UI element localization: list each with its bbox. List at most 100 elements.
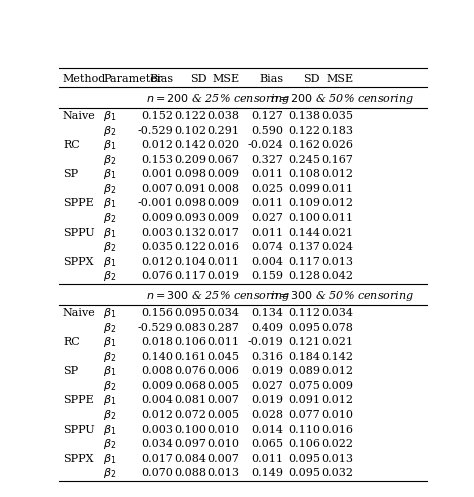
Text: $n = 300$ & 25% censoring: $n = 300$ & 25% censoring: [146, 289, 290, 303]
Text: SD: SD: [190, 74, 206, 83]
Text: Parameter: Parameter: [103, 74, 163, 83]
Text: 0.016: 0.016: [321, 424, 353, 434]
Text: $\beta_1$: $\beta_1$: [103, 226, 117, 240]
Text: 0.032: 0.032: [321, 468, 353, 478]
Text: 0.156: 0.156: [141, 308, 173, 318]
Text: 0.084: 0.084: [174, 454, 206, 464]
Text: 0.074: 0.074: [252, 242, 283, 252]
Text: 0.153: 0.153: [141, 155, 173, 165]
Text: 0.117: 0.117: [288, 256, 320, 267]
Text: 0.106: 0.106: [288, 439, 320, 449]
Text: Method: Method: [63, 74, 106, 83]
Text: 0.409: 0.409: [251, 323, 283, 333]
Text: 0.005: 0.005: [207, 410, 239, 420]
Text: 0.104: 0.104: [174, 256, 206, 267]
Text: 0.316: 0.316: [251, 352, 283, 362]
Text: 0.011: 0.011: [251, 169, 283, 179]
Text: $\beta_1$: $\beta_1$: [103, 335, 117, 349]
Text: $\beta_2$: $\beta_2$: [103, 321, 117, 335]
Text: 0.159: 0.159: [251, 271, 283, 281]
Text: 0.018: 0.018: [141, 337, 173, 347]
Text: 0.020: 0.020: [207, 140, 239, 150]
Text: 0.095: 0.095: [174, 308, 206, 318]
Text: 0.121: 0.121: [288, 337, 320, 347]
Text: $n = 200$ & 25% censoring: $n = 200$ & 25% censoring: [146, 92, 290, 106]
Text: Bias: Bias: [149, 74, 173, 83]
Text: 0.021: 0.021: [321, 228, 353, 238]
Text: 0.008: 0.008: [207, 184, 239, 194]
Text: 0.110: 0.110: [288, 424, 320, 434]
Text: 0.007: 0.007: [208, 396, 239, 406]
Text: 0.137: 0.137: [288, 242, 320, 252]
Text: 0.167: 0.167: [321, 155, 353, 165]
Text: -0.024: -0.024: [247, 140, 283, 150]
Text: $\beta_2$: $\beta_2$: [103, 240, 117, 254]
Text: 0.042: 0.042: [321, 271, 353, 281]
Text: $\beta_1$: $\beta_1$: [103, 306, 117, 320]
Text: SPPX: SPPX: [63, 454, 93, 464]
Text: 0.025: 0.025: [251, 184, 283, 194]
Text: 0.034: 0.034: [207, 308, 239, 318]
Text: $\beta_1$: $\beta_1$: [103, 394, 117, 408]
Text: 0.144: 0.144: [288, 228, 320, 238]
Text: 0.108: 0.108: [288, 169, 320, 179]
Text: 0.028: 0.028: [251, 410, 283, 420]
Text: 0.012: 0.012: [141, 410, 173, 420]
Text: 0.011: 0.011: [321, 213, 353, 223]
Text: 0.100: 0.100: [288, 213, 320, 223]
Text: 0.012: 0.012: [321, 198, 353, 209]
Text: 0.149: 0.149: [251, 468, 283, 478]
Text: 0.138: 0.138: [288, 111, 320, 121]
Text: 0.091: 0.091: [288, 396, 320, 406]
Text: 0.127: 0.127: [252, 111, 283, 121]
Text: 0.134: 0.134: [251, 308, 283, 318]
Text: SPPE: SPPE: [63, 198, 94, 209]
Text: -0.529: -0.529: [137, 126, 173, 136]
Text: SD: SD: [303, 74, 320, 83]
Text: Naive: Naive: [63, 308, 96, 318]
Text: $\beta_2$: $\beta_2$: [103, 350, 117, 364]
Text: 0.132: 0.132: [174, 228, 206, 238]
Text: $\beta_2$: $\beta_2$: [103, 437, 117, 451]
Text: 0.013: 0.013: [321, 454, 353, 464]
Text: 0.161: 0.161: [174, 352, 206, 362]
Text: $\beta_1$: $\beta_1$: [103, 254, 117, 269]
Text: 0.026: 0.026: [321, 140, 353, 150]
Text: 0.027: 0.027: [252, 381, 283, 391]
Text: 0.291: 0.291: [207, 126, 239, 136]
Text: 0.098: 0.098: [174, 198, 206, 209]
Text: 0.076: 0.076: [174, 366, 206, 376]
Text: 0.009: 0.009: [207, 213, 239, 223]
Text: 0.083: 0.083: [174, 323, 206, 333]
Text: 0.095: 0.095: [288, 468, 320, 478]
Text: SP: SP: [63, 366, 78, 376]
Text: 0.005: 0.005: [207, 381, 239, 391]
Text: 0.109: 0.109: [288, 198, 320, 209]
Text: 0.075: 0.075: [288, 381, 320, 391]
Text: 0.122: 0.122: [174, 242, 206, 252]
Text: 0.162: 0.162: [288, 140, 320, 150]
Text: 0.102: 0.102: [174, 126, 206, 136]
Text: 0.011: 0.011: [251, 198, 283, 209]
Text: SPPE: SPPE: [63, 396, 94, 406]
Text: 0.142: 0.142: [321, 352, 353, 362]
Text: 0.122: 0.122: [174, 111, 206, 121]
Text: 0.078: 0.078: [321, 323, 353, 333]
Text: 0.122: 0.122: [288, 126, 320, 136]
Text: $\beta_1$: $\beta_1$: [103, 422, 117, 436]
Text: 0.009: 0.009: [321, 381, 353, 391]
Text: 0.093: 0.093: [174, 213, 206, 223]
Text: -0.019: -0.019: [247, 337, 283, 347]
Text: $\beta_1$: $\beta_1$: [103, 109, 117, 123]
Text: $\beta_1$: $\beta_1$: [103, 364, 117, 378]
Text: SP: SP: [63, 169, 78, 179]
Text: 0.081: 0.081: [174, 396, 206, 406]
Text: 0.008: 0.008: [141, 366, 173, 376]
Text: $\beta_2$: $\beta_2$: [103, 379, 117, 393]
Text: 0.035: 0.035: [321, 111, 353, 121]
Text: 0.140: 0.140: [141, 352, 173, 362]
Text: $\beta_1$: $\beta_1$: [103, 452, 117, 466]
Text: 0.089: 0.089: [288, 366, 320, 376]
Text: 0.011: 0.011: [321, 184, 353, 194]
Text: 0.091: 0.091: [174, 184, 206, 194]
